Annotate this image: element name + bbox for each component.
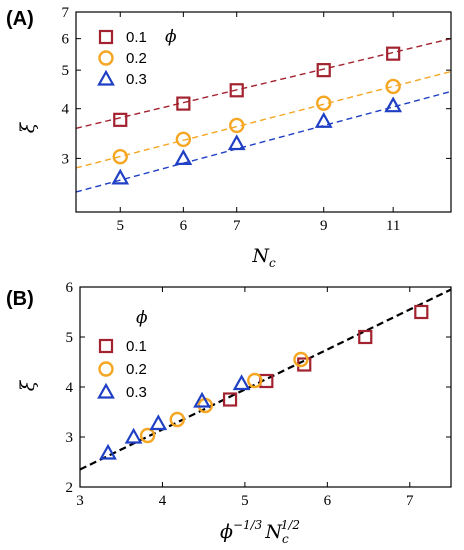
panel-b-legend-label-1: 0.2 xyxy=(126,361,147,378)
panel-b-point-2-4 xyxy=(232,374,251,391)
panel-a-legend: 0.1 0.2 0.3 xyxy=(97,29,147,88)
panel-b-legend-label-2: 0.3 xyxy=(126,384,147,401)
panel-b-legend: 0.1 0.2 0.3 xyxy=(97,338,147,401)
panel-a-point-1-1 xyxy=(175,131,192,148)
panel-b-x-tick-label: 6 xyxy=(324,493,332,509)
panel-a-legend-marker-1 xyxy=(98,50,114,66)
panel-b-x-tick-label: 5 xyxy=(241,493,249,509)
panel-b-point-1-4 xyxy=(293,351,309,368)
panel-b-legend-title: ϕ xyxy=(136,308,148,328)
panel-a-y-tick-label: 5 xyxy=(62,63,70,79)
panel-b-point-2-2 xyxy=(149,414,168,431)
panel-b-y-tick-label: 5 xyxy=(66,330,74,346)
panel-b-x-tick-label: 3 xyxy=(76,493,84,509)
panel-b-x-tick-label: 7 xyxy=(406,493,414,509)
panel-a-point-1-4 xyxy=(385,78,401,95)
panel-a-point-2-4 xyxy=(384,96,403,113)
panel-b-y-axis-label: ξ xyxy=(17,379,39,391)
panel-a-fit-line-1 xyxy=(76,70,451,169)
panel-a-x-tick-label: 9 xyxy=(320,218,328,234)
panel-a-legend-marker-2 xyxy=(97,69,115,86)
panel-a-series-2 xyxy=(111,96,403,185)
panel-a-y-tick-label: 4 xyxy=(62,102,70,118)
panel-b-y-tick-label: 6 xyxy=(66,280,74,296)
panel-b-x-tick-label: 4 xyxy=(159,493,167,509)
panel-b-legend-marker-1 xyxy=(98,361,114,377)
panel-a-legend-label-1: 0.2 xyxy=(126,50,147,67)
panel-a-fit-line-2 xyxy=(76,90,451,193)
panel-a-x-tick-label: 7 xyxy=(233,218,241,234)
panel-b-point-1-1 xyxy=(169,411,185,428)
panel-a-point-1-0 xyxy=(112,148,128,165)
panel-label-a: (A) xyxy=(6,8,34,30)
panel-a-x-axis-label: Nc xyxy=(251,245,276,270)
panel-a-point-0-3 xyxy=(316,63,331,78)
panel-a-series-0 xyxy=(113,46,401,127)
panel-a-point-2-1 xyxy=(174,149,193,166)
panel-b-legend-marker-2 xyxy=(97,382,115,399)
panel-a-x-tick-label: 5 xyxy=(116,218,124,234)
panel-a-series-1 xyxy=(112,78,401,165)
panel-a-legend-label-2: 0.3 xyxy=(126,71,147,88)
panel-a-point-0-0 xyxy=(113,112,128,127)
panel-label-b: (B) xyxy=(6,288,34,310)
panel-a-plot-frame xyxy=(75,11,452,213)
panel-a-x-tick-label: 6 xyxy=(180,218,188,234)
panel-a-point-2-0 xyxy=(111,168,130,185)
panel-b-point-0-4 xyxy=(414,304,429,320)
panel-a-y-tick-label: 6 xyxy=(62,32,70,48)
panel-a-legend-label-0: 0.1 xyxy=(126,29,147,46)
panel-a-y-axis-label: ξ xyxy=(17,121,39,133)
panel-a-legend-marker-0 xyxy=(98,29,114,45)
panel-b-point-0-0 xyxy=(222,392,238,407)
panel-a-point-2-2 xyxy=(227,134,246,151)
panel-a-point-0-2 xyxy=(229,83,244,98)
panel-b-point-2-0 xyxy=(99,443,117,460)
panel-b-point-0-3 xyxy=(358,329,373,345)
panel-a-point-2-3 xyxy=(314,111,333,128)
panel-a-point-1-2 xyxy=(229,117,245,134)
panel-b-series-0 xyxy=(222,304,429,407)
panel-b-point-1-3 xyxy=(247,372,263,389)
panel-b-point-2-1 xyxy=(124,427,143,444)
panel-a: 5 6 7 9 11 3 4 5 6 7 xyxy=(62,5,452,234)
panel-b-y-tick-label: 2 xyxy=(66,480,74,496)
panel-a-point-0-4 xyxy=(386,46,401,61)
panel-a-point-0-1 xyxy=(176,96,191,111)
panel-b-point-1-0 xyxy=(139,427,156,444)
panel-b-y-tick-label: 3 xyxy=(66,430,74,446)
panel-a-fit-line-0 xyxy=(76,37,451,130)
panel-b-y-tick-label: 4 xyxy=(66,380,74,396)
panel-b-x-axis-label: ϕ−1/3 Nc1/2 xyxy=(220,518,300,546)
panel-a-x-tick-label: 11 xyxy=(386,218,400,234)
panel-b-legend-label-0: 0.1 xyxy=(126,338,147,355)
panel-a-y-tick-label: 3 xyxy=(62,151,70,167)
panel-a-y-tick-label: 7 xyxy=(62,5,70,21)
panel-b-legend-marker-0 xyxy=(98,338,114,354)
panel-b-series-2 xyxy=(99,374,251,460)
panel-b-point-2-3 xyxy=(193,391,211,408)
panel-a-point-1-3 xyxy=(316,95,332,111)
panel-a-legend-title: ϕ xyxy=(165,27,177,47)
